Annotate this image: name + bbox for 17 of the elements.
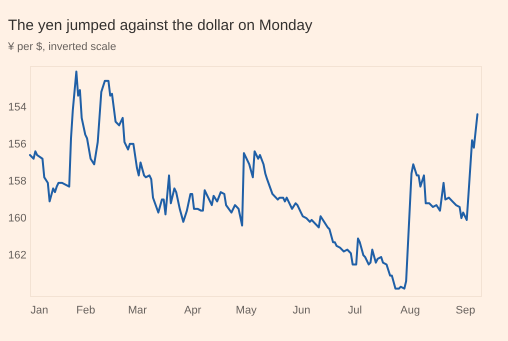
x-tick-label: Jan (30, 304, 48, 316)
x-tick-label: Mar (128, 304, 148, 316)
x-tick-label: Jul (348, 304, 362, 316)
y-tick-label: 154 (8, 101, 26, 114)
chart-title: The yen jumped against the dollar on Monday (8, 17, 313, 34)
chart-subtitle: ¥ per $, inverted scale (7, 41, 116, 53)
x-tick-label: Feb (76, 304, 96, 316)
x-tick-label: May (236, 304, 258, 316)
line-series (29, 70, 478, 290)
y-tick-label: 156 (8, 138, 26, 150)
y-tick-label: 162 (8, 250, 26, 262)
x-tick-label: Sep (456, 304, 476, 316)
x-tick-label: Jun (292, 304, 310, 316)
x-tick-label: Aug (400, 304, 420, 316)
y-tick-label: 160 (8, 212, 26, 225)
x-tick-label: Apr (184, 304, 202, 316)
y-tick-label: 158 (8, 176, 26, 188)
